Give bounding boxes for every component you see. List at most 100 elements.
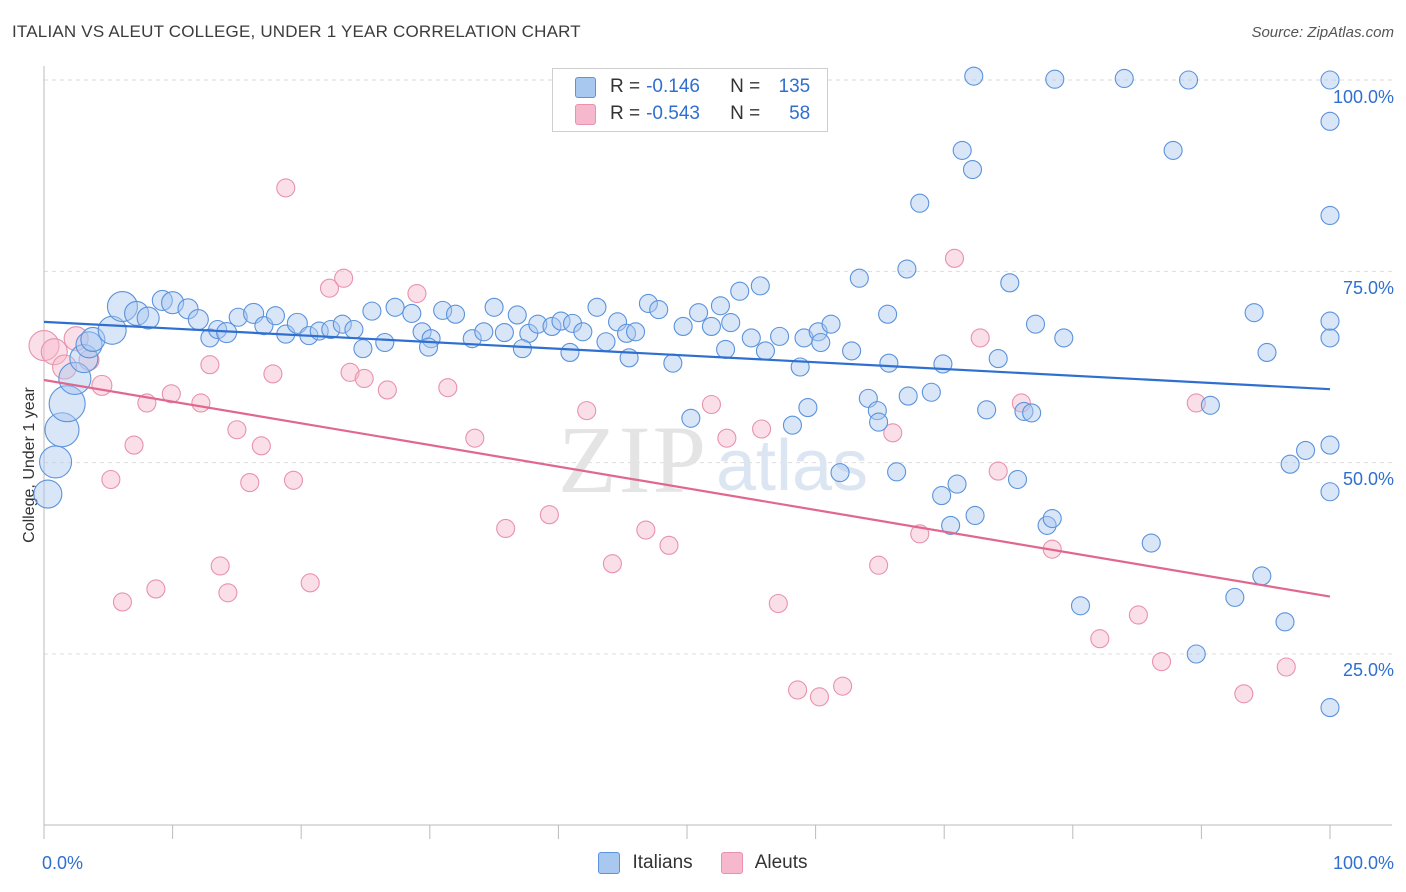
data-point-italians — [798, 398, 818, 418]
data-point-aleuts — [988, 461, 1008, 481]
data-point-italians — [869, 412, 889, 432]
legend-item-italians[interactable]: Italians — [598, 852, 693, 874]
data-point-aleuts — [539, 505, 559, 525]
data-point-italians — [1244, 303, 1264, 323]
data-point-italians — [1320, 482, 1340, 502]
data-point-aleuts — [377, 380, 397, 400]
data-point-italians — [626, 322, 646, 342]
data-point-aleuts — [883, 423, 903, 443]
data-point-italians — [941, 515, 961, 535]
legend-r-label: R = — [610, 76, 641, 97]
data-point-italians — [1320, 111, 1340, 131]
y-tick-50: 50.0% — [1342, 469, 1394, 489]
data-point-italians — [332, 314, 352, 334]
data-point-italians — [445, 304, 466, 324]
data-point-italians — [1257, 342, 1277, 363]
data-point-italians — [689, 303, 709, 323]
data-point-aleuts — [1151, 652, 1172, 672]
data-point-italians — [1296, 440, 1316, 460]
data-point-aleuts — [210, 556, 230, 576]
data-point-italians — [770, 326, 790, 346]
data-point-italians — [1186, 644, 1206, 664]
data-point-italians — [649, 300, 669, 320]
legend-r-value: -0.543 — [646, 103, 700, 124]
data-point-italians — [1141, 533, 1161, 553]
data-point-aleuts — [659, 535, 679, 555]
data-point-italians — [344, 319, 364, 340]
data-point-aleuts — [833, 676, 853, 696]
data-point-italians — [710, 296, 730, 316]
data-point-aleuts — [438, 378, 458, 398]
legend-label-aleuts: Aleuts — [754, 852, 808, 873]
data-point-italians — [811, 332, 831, 353]
data-point-aleuts — [283, 470, 304, 490]
data-point-italians — [484, 297, 504, 317]
data-point-italians — [730, 281, 750, 301]
x-tick-max: 100.0% — [1332, 853, 1394, 873]
data-point-aleuts — [91, 374, 113, 396]
data-point-italians — [512, 339, 532, 359]
data-point-italians — [681, 408, 701, 428]
data-point-aleuts — [191, 393, 211, 413]
data-point-aleuts — [465, 428, 485, 448]
data-point-italians — [750, 276, 770, 296]
data-point-italians — [952, 140, 972, 160]
data-point-italians — [1320, 328, 1340, 348]
data-point-italians — [701, 316, 721, 336]
data-point-italians — [286, 312, 308, 334]
data-point-aleuts — [200, 355, 220, 375]
legend-n-value: 135 — [778, 76, 811, 97]
data-point-aleuts — [577, 401, 597, 421]
legend-item-aleuts[interactable]: Aleuts — [720, 852, 808, 874]
data-point-italians — [228, 307, 248, 327]
data-point-aleuts — [768, 593, 788, 614]
data-point-italians — [1022, 403, 1042, 423]
correlation-legend: R = -0.146 N = 135 R = -0.543 N = 58 — [552, 68, 828, 132]
data-point-aleuts — [300, 573, 320, 593]
x-tick-min: 0.0% — [42, 853, 84, 873]
y-tick-75: 75.0% — [1342, 278, 1394, 298]
data-point-italians — [124, 300, 150, 326]
data-point-aleuts — [40, 338, 68, 366]
watermark-zip: ZIP — [558, 406, 708, 513]
legend-n-label: N = — [730, 103, 761, 124]
data-point-italians — [560, 342, 580, 363]
legend-swatch-aleuts — [575, 103, 596, 125]
data-point-italians — [1007, 469, 1028, 490]
data-point-italians — [962, 159, 983, 180]
data-point-italians — [721, 313, 741, 333]
data-point-italians — [977, 400, 997, 420]
data-point-italians — [910, 193, 930, 213]
legend-row-aleuts: R = -0.543 N = 58 — [575, 101, 810, 127]
legend-r-value: -0.146 — [646, 76, 700, 97]
data-point-italians — [573, 322, 593, 342]
data-point-italians — [878, 304, 898, 324]
data-point-italians — [1014, 401, 1034, 421]
series-legend: Italians Aleuts — [0, 852, 1406, 874]
trend-lines — [43, 320, 1331, 598]
data-point-italians — [494, 323, 514, 343]
data-point-aleuts — [240, 473, 260, 493]
data-point-italians — [638, 293, 658, 314]
data-point-italians — [187, 308, 209, 331]
data-point-italians — [965, 505, 985, 526]
data-point-aleuts — [263, 364, 283, 384]
data-point-aleuts — [112, 592, 132, 612]
trend-line-italians — [43, 320, 1331, 391]
data-point-aleuts — [1186, 393, 1206, 413]
data-point-aleuts — [869, 555, 889, 575]
data-point-italians — [821, 314, 841, 334]
data-point-italians — [33, 479, 63, 509]
data-point-italians — [921, 382, 941, 402]
data-point-italians — [353, 339, 373, 359]
data-point-aleuts — [788, 680, 808, 700]
data-point-italians — [385, 297, 405, 317]
data-point-italians — [879, 353, 899, 373]
data-point-italians — [755, 341, 775, 361]
watermark: ZIP atlas — [558, 406, 868, 513]
chart-title: ITALIAN VS ALEUT COLLEGE, UNDER 1 YEAR C… — [12, 22, 581, 41]
axes — [43, 66, 1392, 839]
legend-label-italians: Italians — [632, 852, 693, 873]
data-point-italians — [898, 386, 918, 406]
legend-r-label: R = — [610, 103, 641, 124]
